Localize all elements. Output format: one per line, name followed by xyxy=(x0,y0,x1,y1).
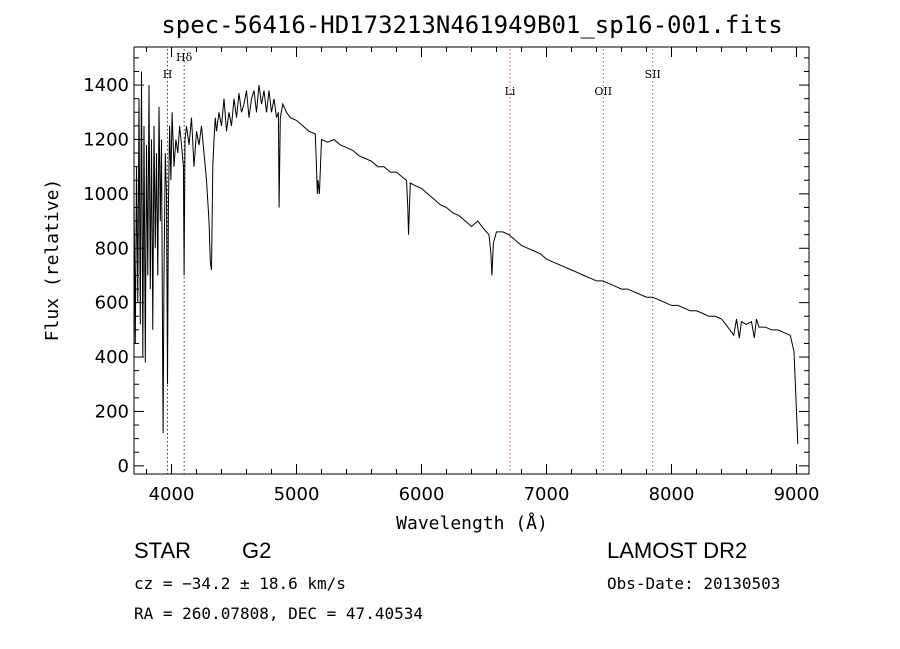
spectrum-line xyxy=(133,71,799,445)
y-tick-label: 400 xyxy=(95,347,129,368)
spectral-line-label: OII xyxy=(594,85,612,98)
y-tick-label: 200 xyxy=(95,401,129,422)
x-tick-label: 6000 xyxy=(399,484,445,505)
x-tick-label: 5000 xyxy=(274,484,320,505)
object-class: STAR xyxy=(134,538,192,563)
spectral-line-label: Li xyxy=(505,85,516,98)
spectrum-series xyxy=(133,71,799,445)
x-tick-label: 9000 xyxy=(774,484,820,505)
axis-ticks: 4000 5000 6000 7000 8000 9000 0 200 400 600 800 100… xyxy=(83,47,819,505)
observation-date: Obs-Date: 20130503 xyxy=(607,574,781,593)
chart-title: spec-56416-HD173213N461949B01_sp16-001.f… xyxy=(161,11,782,39)
spectral-line-label: Hδ xyxy=(176,51,193,64)
survey-name: LAMOST DR2 xyxy=(607,538,748,563)
y-tick-label: 600 xyxy=(95,293,129,314)
y-tick-label: 1200 xyxy=(83,129,129,150)
spectral-line-label: SII xyxy=(645,68,661,81)
y-tick-label: 800 xyxy=(95,238,129,259)
x-tick-label: 7000 xyxy=(524,484,570,505)
redshift-readout: cz = −34.2 ± 18.6 km/s xyxy=(134,574,346,593)
coordinates-readout: RA = 260.07808, DEC = 47.40534 xyxy=(134,604,423,623)
y-axis-label: Flux (relative) xyxy=(42,179,63,342)
y-tick-label: 1000 xyxy=(83,184,129,205)
y-tick-label: 1400 xyxy=(83,75,129,96)
x-tick-label: 4000 xyxy=(149,484,195,505)
object-subclass: G2 xyxy=(242,538,272,563)
spectral-line-label: H xyxy=(163,68,173,81)
x-tick-label: 8000 xyxy=(649,484,695,505)
y-tick-label: 0 xyxy=(118,456,129,477)
x-axis-label: Wavelength (Å) xyxy=(396,512,548,534)
